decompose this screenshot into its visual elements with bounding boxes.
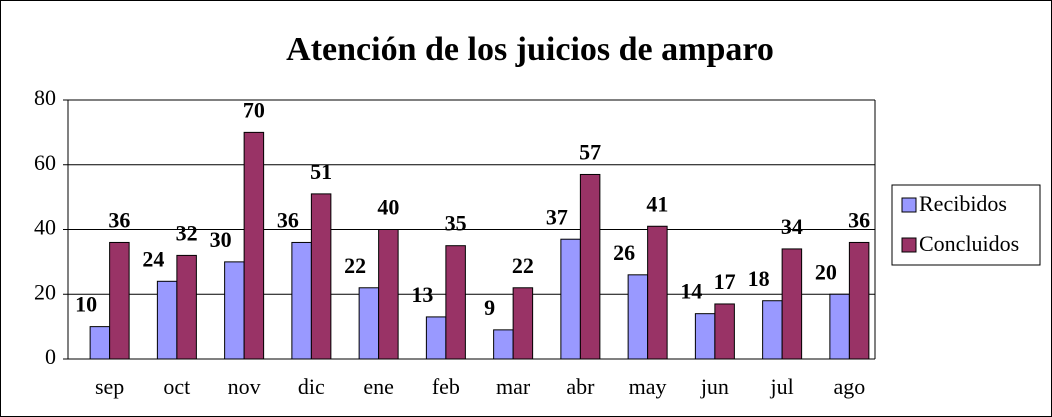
legend-label: Recibidos (919, 191, 1007, 216)
y-tick-label: 40 (34, 215, 56, 240)
data-label: 37 (546, 204, 568, 229)
bar (310, 193, 332, 360)
x-tick-label: nov (228, 374, 261, 399)
bar (714, 303, 735, 360)
x-tick-label: ago (833, 374, 865, 399)
bar (176, 254, 197, 360)
data-label: 30 (210, 227, 232, 252)
x-tick-label: oct (163, 374, 190, 399)
data-label: 70 (243, 97, 265, 122)
legend-label: Concluidos (919, 231, 1019, 256)
bar (445, 245, 466, 360)
y-tick-label: 80 (34, 85, 56, 110)
data-label: 22 (512, 253, 534, 278)
data-label: 22 (344, 253, 366, 278)
bar (560, 238, 581, 360)
data-label: 26 (613, 240, 635, 265)
data-label: 14 (680, 279, 702, 304)
legend-box (891, 184, 1041, 266)
data-label: 13 (411, 282, 433, 307)
bar (224, 261, 245, 360)
data-label: 41 (646, 191, 668, 216)
x-tick-label: sep (95, 374, 124, 399)
data-label: 32 (176, 220, 198, 245)
y-tick-label: 20 (34, 279, 56, 304)
bar (291, 241, 312, 360)
bar (829, 293, 850, 360)
x-tick-label: ene (363, 374, 394, 399)
data-label: 9 (484, 295, 495, 320)
bar (243, 131, 265, 360)
bar (579, 173, 601, 360)
data-label: 20 (815, 259, 837, 284)
data-label: 51 (310, 159, 332, 184)
x-tick-label: mar (496, 374, 531, 399)
chart-title: Atención de los juicios de amparo (286, 31, 774, 68)
bar (762, 300, 783, 360)
data-label: 36 (848, 207, 870, 232)
data-label: 10 (75, 292, 97, 317)
bar (647, 225, 668, 360)
x-tick-label: may (629, 374, 667, 399)
bar (848, 241, 870, 360)
bar (358, 287, 380, 360)
legend-swatch (901, 237, 917, 253)
bar (627, 274, 649, 360)
x-tick-label: abr (566, 374, 595, 399)
bar (512, 287, 534, 360)
data-label: 57 (579, 140, 601, 165)
bar (156, 280, 178, 360)
data-label: 34 (781, 214, 803, 239)
bar (109, 241, 130, 360)
x-tick-label: jun (700, 374, 729, 399)
x-tick-label: dic (298, 374, 325, 399)
legend-swatch (901, 197, 917, 213)
bar (425, 316, 447, 360)
y-tick-label: 60 (34, 150, 56, 175)
x-tick-label: jul (770, 374, 794, 399)
data-label: 36 (108, 207, 130, 232)
bar (694, 313, 716, 360)
data-label: 36 (277, 207, 299, 232)
bar (493, 329, 514, 360)
data-label: 40 (377, 195, 399, 220)
bar (781, 248, 803, 360)
data-label: 18 (748, 266, 770, 291)
data-label: 17 (714, 269, 736, 294)
bar (89, 326, 111, 360)
data-label: 35 (445, 211, 467, 236)
data-label: 24 (142, 246, 164, 271)
bar (378, 229, 399, 360)
y-tick-label: 0 (45, 344, 56, 369)
x-tick-label: feb (432, 374, 460, 399)
